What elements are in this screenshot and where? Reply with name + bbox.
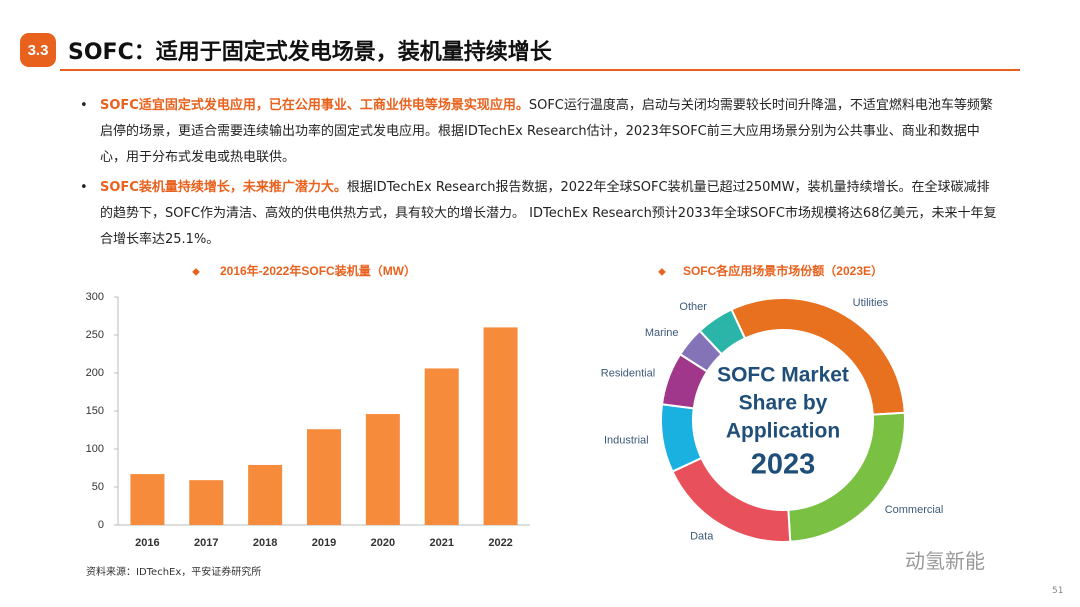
bar	[365, 414, 400, 525]
bullets: SOFC适宜固定式发电应用，已在公用事业、工商业供电等场景实现应用。SOFC运行…	[80, 93, 1000, 257]
bullet: SOFC适宜固定式发电应用，已在公用事业、工商业供电等场景实现应用。SOFC运行…	[80, 93, 1000, 171]
y-tick-label: 250	[86, 329, 104, 341]
y-tick-label: 50	[92, 481, 104, 493]
slice-label: Residential	[601, 367, 655, 379]
bullet-lead: SOFC适宜固定式发电应用，已在公用事业、工商业供电等场景实现应用。	[100, 98, 529, 113]
y-tick-label: 0	[98, 519, 104, 531]
donut-slice	[660, 403, 703, 473]
title-rule	[60, 69, 1020, 71]
section-badge: 3.3	[20, 33, 56, 67]
slice-label: Industrial	[604, 435, 649, 447]
slice-label: Commercial	[885, 504, 944, 516]
x-tick-label: 2022	[488, 537, 512, 549]
slide-title: SOFC：适用于固定式发电场景，装机量持续增长	[68, 40, 552, 65]
y-tick-label: 200	[86, 367, 104, 379]
bar	[424, 368, 459, 525]
page-number: 51	[1052, 586, 1064, 596]
x-tick-label: 2020	[371, 537, 395, 549]
diamond: ◆	[658, 267, 666, 278]
watermark: 动氢新能	[905, 549, 985, 573]
bullet-text: SOFC运行温度高，启动与关闭均需要较长时间升降温，不适宜燃料电池车等频繁启停的…	[100, 98, 993, 165]
bar	[307, 429, 341, 525]
slice-label: Utilities	[853, 297, 889, 309]
y-tick-label: 100	[86, 443, 104, 455]
bar	[130, 474, 165, 525]
center-text: Share by	[739, 392, 828, 415]
donut-slice	[698, 308, 747, 356]
y-tick-label: 150	[86, 405, 104, 417]
chart-title: 2016年-2022年SOFC装机量（MW）	[220, 263, 416, 278]
diamond: ◆	[192, 267, 200, 278]
center-text: SOFC Market	[717, 364, 849, 387]
x-tick-label: 2021	[429, 537, 453, 549]
chart-title: SOFC各应用场景市场份额（2023E）	[683, 263, 883, 278]
center-text: Application	[726, 420, 840, 443]
slice-label: Other	[679, 301, 707, 313]
bar	[189, 480, 224, 525]
slice-label: Marine	[645, 327, 679, 339]
center-text: 2023	[751, 449, 816, 481]
bar	[248, 464, 283, 525]
bullet-lead: SOFC装机量持续增长，未来推广潜力大。	[100, 180, 347, 195]
x-tick-label: 2019	[312, 537, 336, 549]
bullet: SOFC装机量持续增长，未来推广潜力大。根据IDTechEx Research报…	[80, 175, 1000, 253]
x-tick-label: 2016	[135, 537, 159, 549]
y-tick-label: 300	[86, 291, 104, 303]
bar	[483, 327, 518, 525]
slice-label: Data	[690, 531, 714, 543]
source: 资料来源：IDTechEx，平安证券研究所	[86, 567, 262, 578]
x-tick-label: 2018	[253, 537, 277, 549]
x-tick-label: 2017	[194, 537, 218, 549]
bullet-text: 根据IDTechEx Research报告数据，2022年全球SOFC装机量已超…	[100, 180, 997, 247]
